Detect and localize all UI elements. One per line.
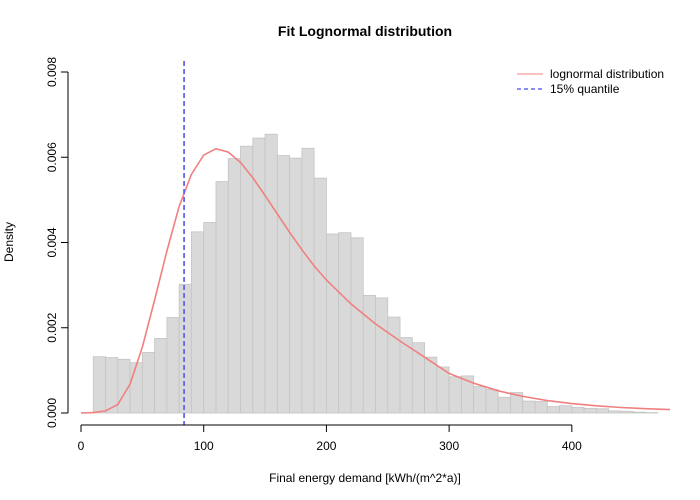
- x-axis: 0 100 200 300 400: [78, 424, 582, 453]
- chart-title: Fit Lognormal distribution: [278, 23, 452, 39]
- lognormal-curve: [80, 147, 671, 414]
- legend: lognormal distribution 15% quantile: [517, 67, 664, 96]
- histogram-bar: [424, 356, 438, 414]
- legend-label-lognormal: lognormal distribution: [550, 67, 664, 81]
- histogram-bar: [276, 155, 291, 414]
- histogram-bar: [399, 337, 413, 414]
- histogram-bar: [264, 133, 278, 414]
- histogram-bar: [129, 362, 143, 414]
- histogram-bar: [473, 386, 487, 414]
- histogram-bar: [571, 407, 585, 414]
- x-tick-label: 100: [194, 439, 214, 453]
- y-tick-label: 0.002: [45, 312, 59, 342]
- histogram-bar: [191, 231, 205, 414]
- y-tick-label: 0.000: [45, 398, 59, 428]
- histogram-bar: [215, 181, 229, 414]
- histogram-bar: [632, 411, 646, 414]
- histogram-bar: [608, 410, 622, 414]
- lognormal-line: [80, 147, 671, 414]
- x-tick-label: 200: [316, 439, 336, 453]
- histogram-bar: [92, 356, 106, 414]
- histogram-bar: [485, 389, 499, 414]
- histogram-bar: [583, 407, 597, 414]
- histogram-bar: [326, 233, 340, 414]
- histogram-bar: [338, 232, 352, 414]
- y-axis: 0.000 0.002 0.004 0.006 0.008: [45, 57, 69, 428]
- histogram-bar: [227, 158, 241, 414]
- histogram-bar: [203, 222, 217, 414]
- histogram: [92, 133, 659, 414]
- histogram-bar: [387, 316, 401, 414]
- histogram-bar: [301, 147, 315, 414]
- y-axis-label: Density: [2, 222, 16, 262]
- y-tick-label: 0.006: [45, 142, 59, 172]
- x-tick-label: 400: [562, 439, 582, 453]
- histogram-bar: [522, 400, 536, 414]
- histogram-bar: [350, 237, 364, 414]
- legend-label-quantile: 15% quantile: [550, 82, 620, 96]
- y-tick-label: 0.008: [45, 57, 59, 87]
- histogram-bar: [362, 294, 376, 414]
- histogram-bar: [534, 401, 548, 414]
- x-tick-label: 300: [439, 439, 459, 453]
- histogram-bar: [141, 352, 156, 414]
- y-tick-label: 0.004: [45, 227, 59, 257]
- histogram-bar: [448, 376, 462, 414]
- histogram-bar: [289, 157, 303, 414]
- histogram-bar: [240, 145, 254, 414]
- histogram-bar: [546, 406, 560, 414]
- x-tick-label: 0: [78, 439, 85, 453]
- histogram-bar: [559, 405, 573, 414]
- x-axis-label: Final energy demand [kWh/(m^2*a)]: [269, 471, 461, 485]
- histogram-bar: [178, 283, 192, 414]
- histogram-bar: [595, 408, 610, 414]
- histogram-bar: [375, 297, 389, 414]
- histogram-bar: [620, 410, 634, 414]
- histogram-bar: [166, 317, 180, 414]
- histogram-bar: [497, 396, 511, 414]
- histogram-bar: [313, 177, 327, 414]
- histogram-bar: [436, 366, 450, 414]
- histogram-bar: [154, 338, 168, 414]
